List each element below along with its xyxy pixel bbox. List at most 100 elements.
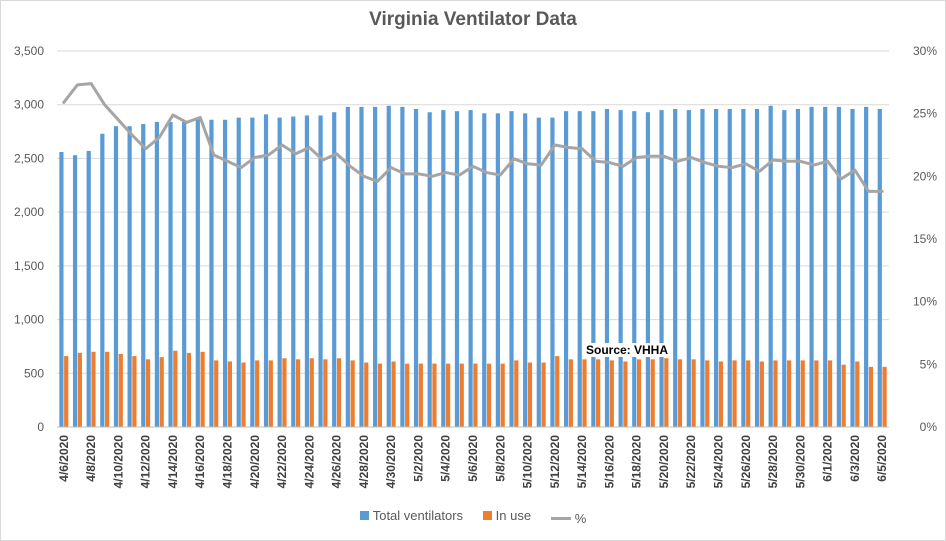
x-tick-label: 4/28/2020 [357, 435, 371, 489]
bar-in-use [541, 362, 546, 427]
bar-in-use [241, 362, 246, 427]
bar-in-use [64, 356, 69, 427]
bar-in-use [227, 361, 232, 427]
bar-total-ventilators [727, 109, 732, 427]
bar-total-ventilators [441, 110, 446, 427]
x-tick-label: 5/2/2020 [411, 435, 425, 482]
bar-in-use [718, 361, 724, 427]
right-axis-ticks: 0% 5% 10% 15% 20% 25% 30% [913, 44, 937, 434]
y-left-tick-label: 500 [24, 366, 44, 380]
y-left-tick-label: 3,500 [14, 44, 44, 58]
source-annotation: Source: VHHA [584, 343, 671, 357]
bar-in-use [800, 360, 805, 427]
legend-label-in-use: In use [495, 508, 532, 523]
bar-total-ventilators [222, 119, 228, 427]
y-left-tick-label: 1,000 [14, 313, 44, 327]
bar-total-ventilators [836, 106, 841, 428]
x-tick-label: 6/3/2020 [848, 435, 862, 482]
bar-total-ventilators [809, 106, 814, 428]
bar-total-ventilators [509, 111, 514, 427]
bar-total-ventilators [577, 111, 582, 427]
x-tick-label: 5/8/2020 [493, 435, 507, 482]
bar-total-ventilators [359, 106, 364, 428]
bar-total-ventilators [686, 110, 691, 427]
bar-in-use [759, 361, 764, 427]
x-tick-label: 4/22/2020 [275, 435, 289, 489]
bar-in-use [500, 363, 505, 427]
y-right-tick-label: 20% [913, 169, 937, 183]
bar-total-ventilators [413, 109, 419, 427]
x-tick-label: 5/24/2020 [712, 435, 726, 489]
bar-in-use [200, 351, 205, 427]
bar-in-use [636, 359, 642, 427]
bar-in-use [746, 360, 751, 427]
bar-total-ventilators [277, 117, 282, 428]
legend-swatch-total [359, 511, 369, 520]
bar-total-ventilators [154, 121, 159, 428]
bar-in-use [855, 361, 860, 427]
x-tick-label: 4/26/2020 [330, 435, 344, 489]
bar-in-use [677, 359, 683, 427]
bar-in-use [555, 356, 560, 427]
bar-total-ventilators [427, 112, 432, 427]
bar-total-ventilators [604, 109, 610, 427]
legend-swatch-in-use [482, 511, 492, 520]
x-tick-label: 4/6/2020 [57, 435, 71, 482]
bar-total-ventilators [113, 126, 119, 427]
bar-total-ventilators [304, 115, 310, 428]
bar-in-use [214, 360, 219, 427]
bar-in-use [787, 360, 792, 427]
bar-in-use [186, 352, 192, 427]
bar-in-use [309, 358, 314, 427]
bar-total-ventilators [536, 117, 541, 428]
bar-in-use [827, 360, 833, 427]
series-line-percent [62, 82, 884, 193]
bar-total-ventilators [141, 124, 146, 428]
bar-in-use [377, 363, 383, 427]
legend-swatch-percent [550, 517, 571, 520]
bar-in-use [105, 351, 110, 427]
y-right-tick-label: 30% [913, 44, 937, 58]
bar-total-ventilators [754, 109, 760, 427]
y-right-tick-label: 0% [920, 420, 938, 434]
bar-in-use [650, 359, 655, 427]
bar-total-ventilators [168, 121, 173, 428]
bar-total-ventilators [236, 117, 241, 428]
legend-label-total: Total ventilators [372, 508, 464, 523]
bar-in-use [446, 363, 451, 427]
bar-in-use [145, 359, 151, 427]
x-tick-label: 6/5/2020 [875, 435, 889, 482]
bar-total-ventilators [632, 111, 637, 427]
bar-in-use [391, 361, 396, 427]
y-right-tick-label: 25% [913, 107, 937, 121]
x-tick-label: 4/24/2020 [302, 435, 316, 489]
bar-total-ventilators [291, 116, 296, 427]
bar-total-ventilators [400, 106, 405, 428]
bar-in-use [568, 359, 573, 427]
bar-in-use [582, 359, 587, 427]
bar-total-ventilators [250, 117, 255, 428]
bar-in-use [773, 360, 778, 427]
y-left-tick-label: 3,000 [14, 98, 44, 112]
x-tick-label: 5/28/2020 [766, 435, 780, 489]
bar-total-ventilators [673, 109, 678, 427]
legend-item-percent: % [550, 511, 586, 526]
bar-in-use [364, 362, 369, 427]
x-tick-label: 5/18/2020 [630, 435, 644, 489]
bar-total-ventilators [209, 119, 214, 427]
bar-total-ventilators [768, 105, 773, 427]
bar-in-use [159, 357, 164, 427]
y-right-tick-label: 15% [913, 232, 937, 246]
bar-total-ventilators [72, 155, 78, 427]
bar-in-use [527, 362, 533, 427]
bar-total-ventilators [864, 106, 869, 428]
bar-total-ventilators [86, 150, 91, 427]
bar-total-ventilators [618, 110, 623, 427]
bar-total-ventilators [59, 151, 64, 428]
chart-title: Virginia Ventilator Data [369, 9, 577, 30]
y-left-tick-label: 2,000 [14, 205, 44, 219]
x-axis: 4/6/2020 4/8/2020 4/10/2020 4/12/2020 4/14/2… [57, 426, 889, 489]
x-tick-label: 4/14/2020 [166, 435, 180, 489]
x-tick-label: 4/8/2020 [84, 435, 98, 482]
